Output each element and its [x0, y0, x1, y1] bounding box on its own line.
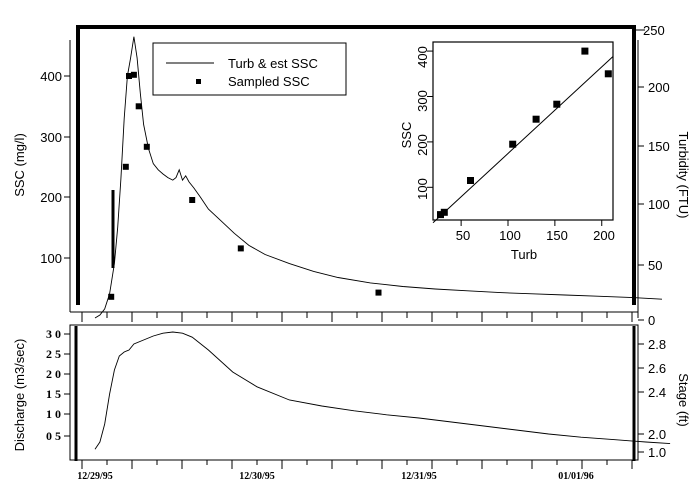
upper-left-tick-4: 400: [40, 69, 62, 84]
inset-point: [532, 115, 540, 123]
lower-left-tick-2: 1 0: [46, 407, 61, 421]
sampled-ssc-point: [375, 289, 382, 296]
sampled-ssc-point: [126, 73, 132, 79]
inset-point: [553, 100, 561, 108]
upper-right-tick-0: 0: [648, 313, 655, 328]
legend-point-symbol: [196, 79, 201, 84]
inset-xlabel: Turb: [511, 247, 537, 262]
sampled-ssc-point: [122, 163, 129, 170]
inset-ytick-2: 200: [415, 134, 430, 156]
lower-right-axis-title: Stage (ft): [676, 373, 691, 426]
legend-label-points: Sampled SSC: [228, 74, 310, 89]
upper-left-tick-3: 300: [40, 130, 62, 145]
lower-left-tick-6: 3 0: [46, 327, 61, 341]
inset-ylabel: SSC: [399, 122, 414, 149]
date-label-4: 01/01/96: [558, 471, 594, 482]
lower-right-tick-3: 2.4: [648, 385, 666, 400]
upper-left-axis-title: SSC (mg/l): [12, 133, 27, 197]
inset-point: [440, 208, 448, 216]
legend: Turb & est SSC Sampled SSC: [152, 42, 347, 96]
upper-right-tick-1: 50: [648, 258, 662, 273]
upper-right-axis-title: Turbidity (FTU): [676, 132, 691, 219]
legend-label-line: Turb & est SSC: [228, 56, 318, 71]
sampled-ssc-point: [237, 245, 244, 252]
inset-ytick-4: 400: [415, 46, 430, 68]
inset-frame: [432, 41, 614, 221]
date-label-1: 12/29/95: [77, 471, 113, 482]
legend-box: [152, 42, 347, 96]
inset-xtick-4: 200: [593, 228, 615, 243]
inset-point: [581, 47, 589, 55]
upper-right-tick-3: 150: [648, 139, 670, 154]
inset-xtick-3: 150: [546, 228, 568, 243]
lower-left-tick-5: 2 5: [46, 347, 61, 361]
upper-x-ticks: [81, 312, 633, 322]
upper-left-ticks: 100 200 300 400: [40, 69, 70, 266]
upper-left-tick-1: 100: [40, 251, 62, 266]
inset-panel: 50 100 150 200 100 200 300 400 Turb SSC: [399, 41, 615, 262]
inset-point: [467, 177, 474, 184]
sampled-ssc-point: [135, 103, 142, 110]
inset-point: [509, 140, 517, 148]
lower-right-tick-4: 2.6: [648, 361, 666, 376]
date-label-3: 12/31/95: [401, 471, 437, 482]
lower-right-tick-1: 1.0: [648, 445, 666, 460]
lower-panel: 0 5 1 0 1 5 2 0 2 5 3 0 Discharge (m3/se…: [12, 324, 691, 482]
lower-left-tick-3: 1 5: [46, 387, 61, 401]
date-label-2: 12/30/95: [239, 471, 275, 482]
inset-points: [437, 47, 612, 219]
upper-right-ticks: 0 50 100 150 200 250: [638, 23, 670, 328]
lower-left-tick-4: 2 0: [46, 367, 61, 381]
inset-fit-line: [432, 56, 614, 224]
lower-right-tick-5: 2.8: [648, 337, 666, 352]
inset-xtick-2: 100: [499, 228, 521, 243]
upper-left-tick-2: 200: [40, 190, 62, 205]
lower-left-axis-title: Discharge (m3/sec): [12, 339, 27, 452]
inset-xtick-1: 50: [456, 228, 470, 243]
upper-right-tick-4: 200: [648, 80, 670, 95]
sampled-ssc-point: [108, 293, 115, 300]
sampled-ssc-points: [108, 71, 382, 300]
sampled-ssc-point: [143, 143, 150, 150]
lower-x-ticks: [81, 460, 633, 469]
inset-ytick-3: 300: [415, 90, 430, 112]
inset-ticks: [427, 50, 603, 226]
upper-panel: 100 200 300 400 SSC (mg/l) 0 50 100 150 …: [12, 23, 691, 328]
lower-frame: [69, 324, 639, 461]
inset-point: [604, 70, 612, 78]
upper-right-tick-5: 250: [643, 23, 665, 38]
discharge-line: [94, 331, 671, 450]
lower-right-ticks: 1.0 2.0 2.4 2.6 2.8: [638, 337, 666, 460]
turb-est-ssc-line: [94, 36, 663, 319]
inset-ytick-1: 100: [415, 178, 430, 200]
sampled-ssc-point: [130, 71, 137, 78]
sampled-ssc-point: [189, 197, 196, 203]
lower-left-ticks: 0 5 1 0 1 5 2 0 2 5 3 0: [46, 327, 70, 443]
upper-right-tick-2: 100: [648, 197, 670, 212]
lower-left-tick-1: 0 5: [46, 429, 61, 443]
lower-right-tick-2: 2.0: [648, 427, 666, 442]
inset-point: [437, 211, 444, 219]
